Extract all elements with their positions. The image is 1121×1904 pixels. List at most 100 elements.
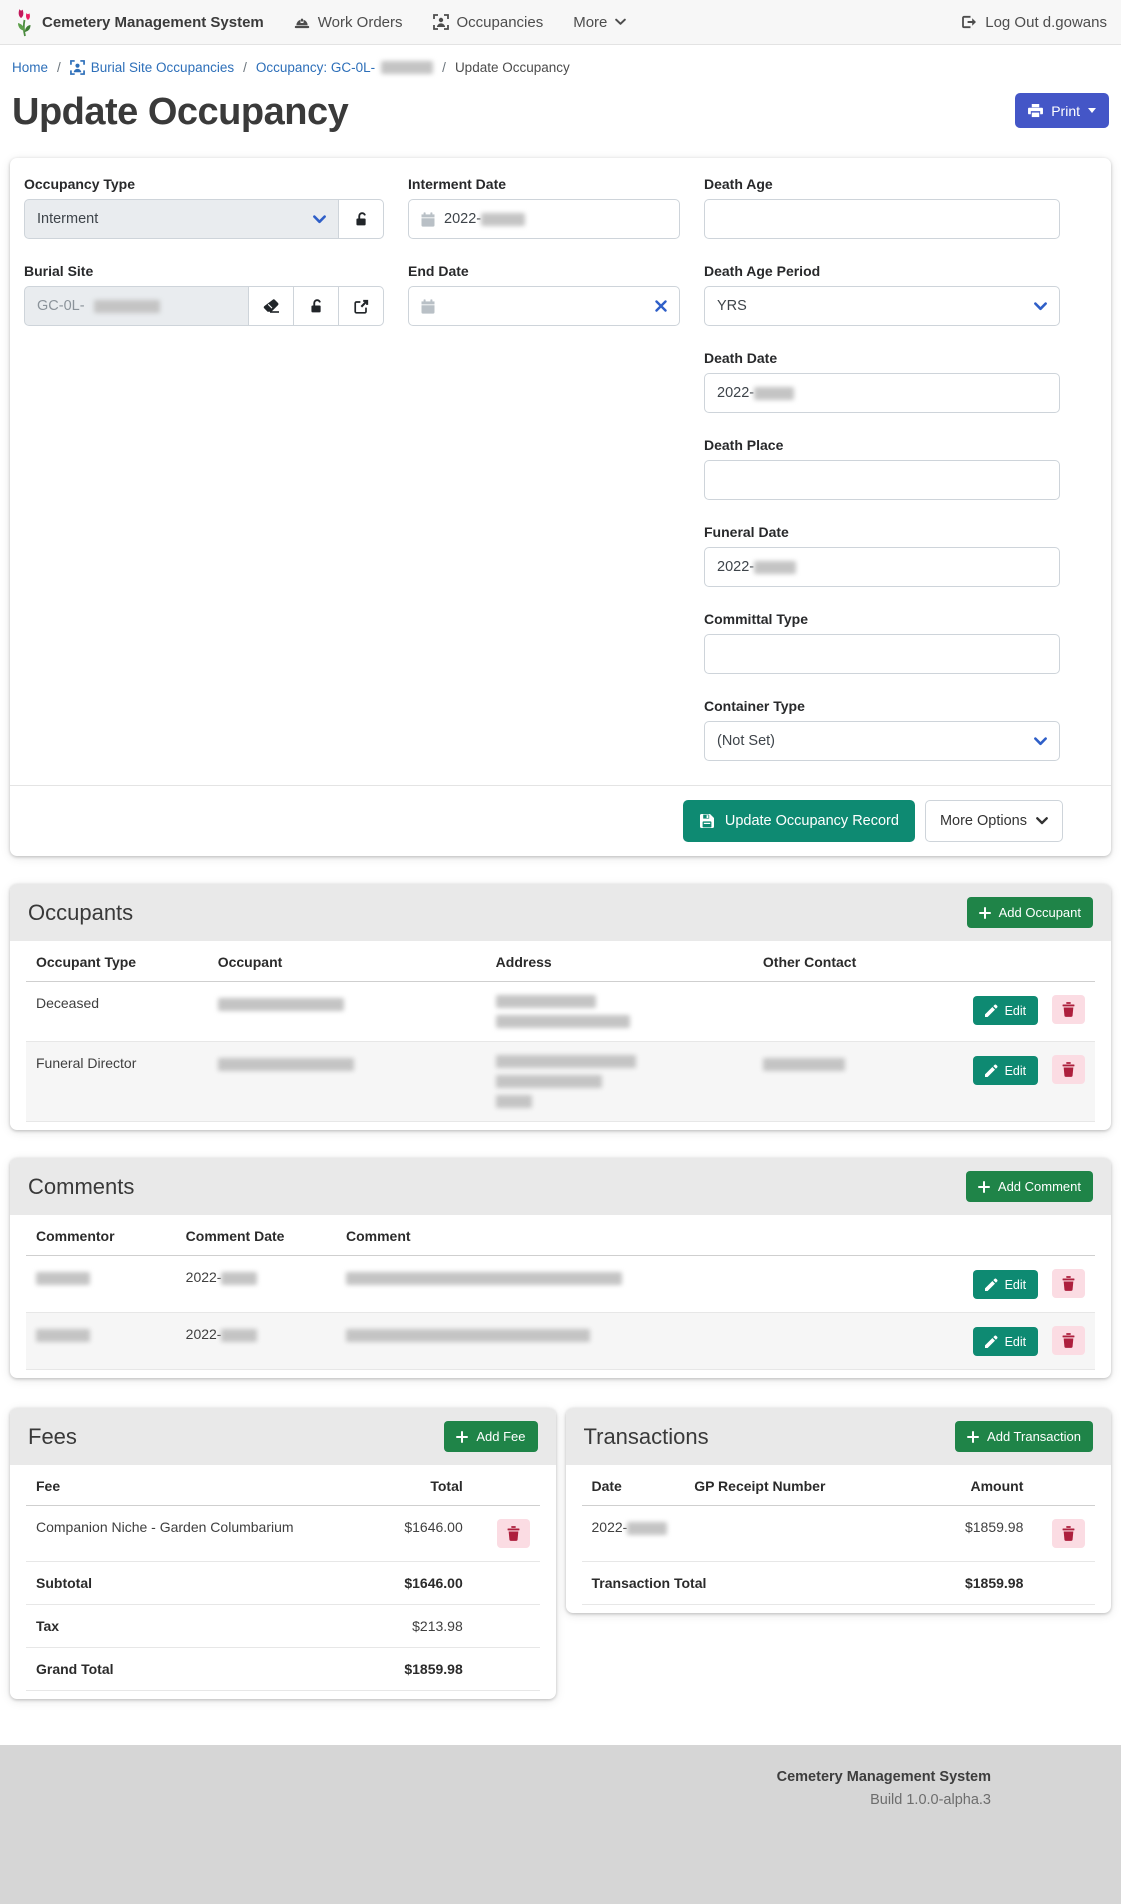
end-date-input[interactable] (408, 286, 680, 326)
occupants-section: Occupants Add Occupant Occupant Type Occ… (10, 884, 1111, 1130)
delete-button[interactable] (1052, 995, 1085, 1024)
nav-item-work-orders[interactable]: Work Orders (294, 14, 403, 31)
delete-button[interactable] (1052, 1326, 1085, 1355)
commentor-cell (26, 1255, 176, 1313)
save-icon (699, 813, 715, 829)
breadcrumb-home[interactable]: Home (12, 60, 49, 75)
footer-build: Build 1.0.0-alpha.3 (870, 1792, 991, 1808)
comments-table-body: 2022- Edit 2022- Edit (26, 1255, 1095, 1370)
commentor-cell (26, 1312, 176, 1370)
delete-button[interactable] (1052, 1055, 1085, 1084)
more-options-button[interactable]: More Options (924, 800, 1063, 842)
chevron-down-icon (1034, 736, 1047, 746)
logout-button[interactable]: Log Out d.gowans (961, 14, 1107, 31)
breadcrumb-separator: / (442, 60, 446, 75)
app-brand[interactable]: Cemetery Management System (14, 7, 264, 37)
occupants-table: Occupant Type Occupant Address Other Con… (26, 941, 1095, 1122)
delete-button[interactable] (1052, 1519, 1085, 1548)
redacted-text (495, 995, 596, 1008)
clear-burial-site-button[interactable] (248, 286, 294, 326)
transaction-total-row: Transaction Total $1859.98 (581, 1561, 1095, 1605)
death-date-input[interactable]: 2022- (704, 373, 1060, 413)
comment-date-cell: 2022- (175, 1255, 336, 1313)
death-age-period-select[interactable]: YRS (704, 286, 1060, 326)
field-container-type: Container Type (Not Set) (704, 698, 1060, 761)
comment-cell (336, 1312, 957, 1370)
gp-receipt-cell (684, 1505, 911, 1562)
pencil-icon (984, 1004, 998, 1017)
occupant-type-cell: Deceased (26, 981, 208, 1042)
more-options-label: More Options (939, 813, 1027, 829)
edit-button[interactable]: Edit (972, 1270, 1039, 1299)
open-burial-site-button[interactable] (338, 286, 384, 326)
row-actions (1033, 1505, 1095, 1562)
redacted-text (754, 560, 797, 574)
occupancy-type-select[interactable]: Interment (24, 199, 339, 239)
edit-button[interactable]: Edit (972, 1056, 1039, 1085)
edit-button[interactable]: Edit (972, 996, 1039, 1025)
redacted-text (36, 1328, 90, 1342)
add-comment-button[interactable]: Add Comment (965, 1171, 1093, 1202)
edit-button[interactable]: Edit (972, 1327, 1039, 1356)
field-committal-type: Committal Type (704, 611, 1060, 674)
field-death-age: Death Age (704, 176, 1060, 239)
address-cell (485, 981, 753, 1042)
death-age-input[interactable] (704, 199, 1060, 239)
clear-end-date-button[interactable] (655, 300, 667, 312)
calendar-icon (421, 298, 435, 314)
row-actions: Edit (956, 1041, 1095, 1122)
occupant-cell (207, 981, 486, 1042)
breadcrumb-occupancy[interactable]: Occupancy: GC-0L- (256, 60, 434, 75)
add-transaction-button[interactable]: Add Transaction (955, 1421, 1093, 1452)
unlock-burial-site-button[interactable] (293, 286, 339, 326)
redacted-text (495, 1075, 602, 1088)
breadcrumb-burial-site-occupancies[interactable]: Burial Site Occupancies (69, 60, 234, 75)
unlock-occupancy-type-button[interactable] (338, 199, 384, 239)
plus-icon (967, 1430, 980, 1443)
row-actions: Edit (956, 1255, 1095, 1313)
field-label: End Date (408, 263, 469, 279)
nav-item-occupancies[interactable]: Occupancies (432, 14, 543, 31)
field-burial-site: Burial Site GC-0L- (24, 263, 384, 326)
column-header: Occupant Type (26, 941, 208, 982)
committal-type-input[interactable] (704, 634, 1060, 674)
occupant-row: Deceased Edit (26, 981, 1095, 1042)
fees-table-body: Companion Niche - Garden Columbarium $164… (26, 1505, 540, 1562)
field-label: Death Date (704, 350, 778, 366)
top-navbar: Cemetery Management System Work Orders O… (0, 0, 1121, 45)
eraser-icon (263, 299, 279, 313)
funeral-date-input[interactable]: 2022- (704, 547, 1060, 587)
redacted-text (481, 212, 526, 226)
field-label: Death Age Period (704, 263, 821, 279)
fee-total-cell: $1646.00 (359, 1505, 473, 1562)
death-place-input[interactable] (704, 460, 1060, 500)
column-header: Date (581, 1465, 685, 1506)
nav-item-label: More (573, 13, 608, 31)
burial-site-input[interactable]: GC-0L- (24, 286, 249, 326)
interment-date-input[interactable]: 2022- (408, 199, 680, 239)
nav-item-more[interactable]: More (573, 13, 627, 31)
transaction-date-cell: 2022- (581, 1505, 685, 1562)
add-occupant-button[interactable]: Add Occupant (966, 897, 1093, 928)
breadcrumb-separator: / (57, 60, 61, 75)
field-label: Funeral Date (704, 524, 789, 540)
delete-button[interactable] (1052, 1269, 1085, 1298)
trash-icon (1062, 1333, 1075, 1348)
fees-tax-row: Tax $213.98 (26, 1604, 540, 1648)
printer-icon (1028, 103, 1044, 118)
fees-grand-total-row: Grand Total $1859.98 (26, 1647, 540, 1691)
column-header: Amount (910, 1465, 1034, 1506)
print-button[interactable]: Print (1015, 93, 1109, 128)
chevron-down-icon (313, 214, 326, 224)
add-fee-button[interactable]: Add Fee (444, 1421, 538, 1452)
lock-open-icon (354, 211, 369, 227)
fees-subtotal-row: Subtotal $1646.00 (26, 1561, 540, 1605)
delete-button[interactable] (496, 1519, 530, 1548)
update-occupancy-record-button[interactable]: Update Occupancy Record (682, 800, 915, 842)
pencil-icon (984, 1335, 998, 1348)
caret-down-icon (1088, 108, 1096, 113)
container-type-select[interactable]: (Not Set) (704, 721, 1060, 761)
comment-cell (336, 1255, 957, 1313)
trash-icon (1062, 1062, 1075, 1077)
comment-row: 2022- Edit (26, 1255, 1095, 1313)
